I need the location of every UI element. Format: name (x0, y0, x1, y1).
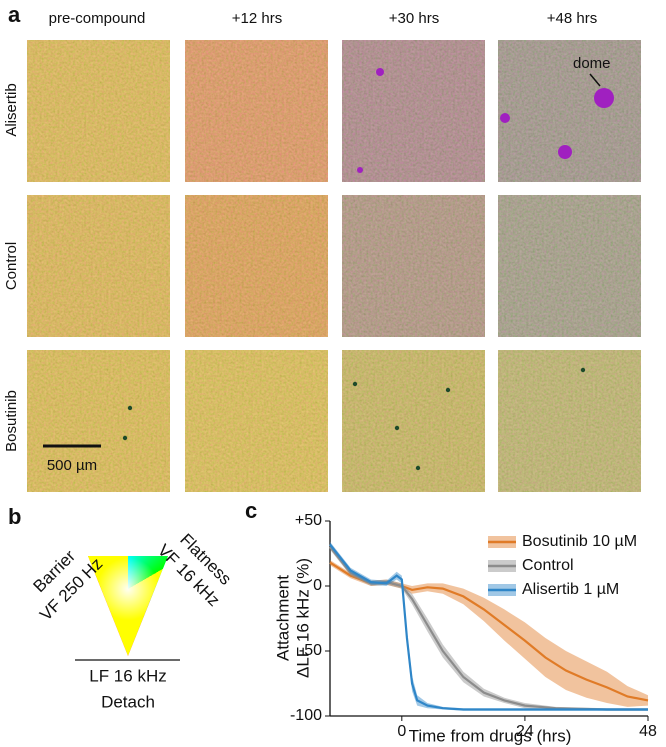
image-texture (498, 350, 641, 492)
column-header: +48 hrs (547, 10, 597, 27)
column-header: +30 hrs (389, 10, 439, 27)
cell-spot (580, 367, 586, 373)
y-tick-label: -50 (299, 642, 322, 659)
legend-label: Control (522, 557, 574, 574)
image-texture (342, 195, 485, 337)
y-tick-label: +50 (295, 512, 322, 529)
dome (558, 145, 572, 159)
image-texture (498, 195, 641, 337)
dome (500, 113, 510, 123)
y-tick-label: 0 (313, 577, 322, 594)
row-label: Bosutinib (3, 390, 20, 452)
image-texture (185, 40, 328, 182)
chart: +50 0 -50 -100 0 24 48 Time from drugs (hrs) Att… (273, 512, 657, 745)
x-tick-label: 48 (639, 723, 657, 740)
y-axis-label: ΔLF 16 kHz (%) (293, 558, 312, 678)
x-tick-label: 0 (397, 723, 406, 740)
panel-label: a (8, 2, 21, 27)
legend-label: Bosutinib 10 µM (522, 533, 637, 550)
image-grid (27, 40, 641, 492)
series-line (329, 543, 648, 711)
image-texture (27, 195, 170, 337)
dome (594, 88, 614, 108)
image-texture (185, 195, 328, 337)
cell-spot (127, 405, 133, 411)
x-axis-label: Time from drugs (hrs) (409, 726, 572, 745)
image-texture (27, 350, 170, 492)
image-texture (342, 350, 485, 492)
image-texture (342, 40, 485, 182)
x-tick-label: 24 (516, 723, 534, 740)
cell-spot (394, 425, 400, 431)
legend-label: Alisertib 1 µM (522, 581, 619, 598)
cell-spot (445, 387, 451, 393)
cell-spot (352, 381, 358, 387)
dome (357, 167, 363, 173)
panel-label: c (245, 498, 257, 523)
scale-bar-label: 500 µm (47, 457, 97, 474)
dome (376, 68, 384, 76)
cell-spot (122, 435, 128, 441)
error-band (330, 560, 648, 707)
image-texture (498, 40, 641, 182)
annotation-arrow (589, 73, 601, 87)
column-header: pre-compound (49, 10, 146, 27)
key-label: Detach (101, 692, 155, 711)
image-texture (185, 350, 328, 492)
cell-spot (415, 465, 421, 471)
image-texture (27, 40, 170, 182)
column-header: +12 hrs (232, 10, 282, 27)
key-label: LF 16 kHz (89, 666, 166, 685)
y-tick-label: -100 (290, 707, 322, 724)
row-label: Control (3, 242, 20, 290)
y-axis-label: Attachment (273, 575, 292, 661)
row-label: Alisertib (3, 83, 20, 136)
annotation: dome (573, 55, 611, 72)
panel-label: b (8, 504, 21, 529)
